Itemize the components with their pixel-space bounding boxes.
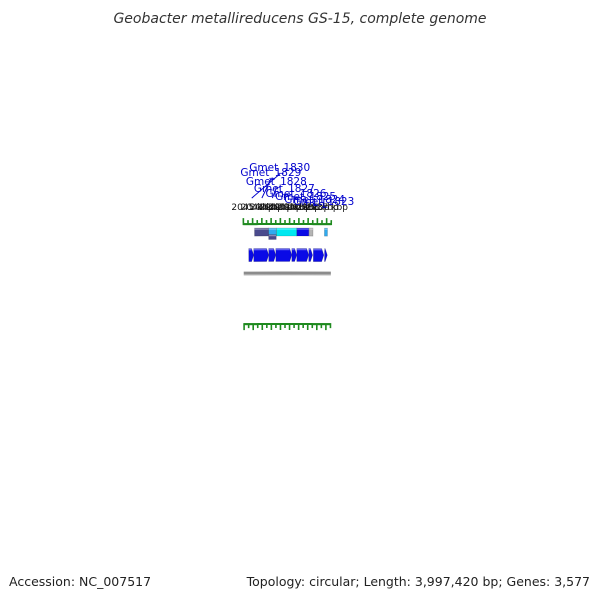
kbp-label: 2040 kbp xyxy=(278,203,321,213)
gene-label: Gmet_1829 xyxy=(240,167,301,179)
feature-cds xyxy=(308,248,313,262)
kbp-label: 2039 kbp xyxy=(287,203,330,213)
feature-cds xyxy=(268,248,277,262)
feature-cds xyxy=(248,248,255,262)
feature-cds xyxy=(291,248,298,262)
feature-cds xyxy=(275,248,293,262)
gene-label: Gmet_1827 xyxy=(254,183,315,195)
gene-label: Gmet_1830 xyxy=(249,162,310,174)
inner-tick-ring xyxy=(243,322,332,331)
gene-labels: Gmet_1830Gmet_1829Gmet_1828Gmet_1827Gmet… xyxy=(240,162,354,208)
gene-label: Gmet_1828 xyxy=(246,176,307,188)
accession-text: Accession: NC_007517 xyxy=(9,574,152,589)
feature-top xyxy=(324,227,328,237)
feature-top xyxy=(308,227,314,237)
kbp-label: 2037 kbp xyxy=(306,203,349,213)
gene-label: Gmet_1826 xyxy=(266,188,327,200)
kbp-label: 2041 kbp xyxy=(268,203,311,213)
kbp-label: 2038 kbp xyxy=(296,203,339,213)
genome-backbone xyxy=(243,271,331,276)
kbp-label: 2042 kbp xyxy=(259,203,302,213)
kbp-label: 2043 kbp xyxy=(250,203,293,213)
gene-label: Gmet_1824 xyxy=(284,194,345,206)
feature-top xyxy=(296,227,310,237)
feature-cds xyxy=(324,248,328,262)
feature-top2 xyxy=(268,234,277,240)
feature-tracks xyxy=(248,227,328,262)
map-title: Geobacter metallireducens GS-15, complet… xyxy=(113,11,486,27)
kbp-label: 2044 kbp xyxy=(241,203,284,213)
feature-top xyxy=(276,227,298,237)
topology-text: Topology: circular; Length: 3,997,420 bp… xyxy=(246,574,590,589)
gene-leader-line xyxy=(271,187,277,199)
feature-cds xyxy=(253,248,270,262)
gene-leader-line xyxy=(251,173,281,199)
feature-cds xyxy=(313,248,325,262)
gene-label: Gmet_1825 xyxy=(275,191,336,203)
feature-cds xyxy=(296,248,310,262)
feature-top xyxy=(254,227,269,237)
kbp-label: 2045 kbp xyxy=(231,203,274,213)
outer-tick-ring xyxy=(242,218,333,226)
gene-leader-line xyxy=(261,178,272,199)
gene-label: Gmet_1823 xyxy=(293,196,354,208)
